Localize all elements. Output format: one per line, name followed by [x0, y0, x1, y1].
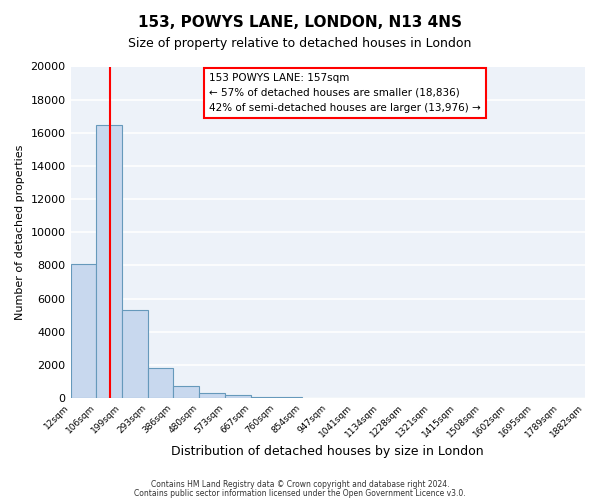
X-axis label: Distribution of detached houses by size in London: Distribution of detached houses by size … [172, 444, 484, 458]
Text: 153 POWYS LANE: 157sqm
← 57% of detached houses are smaller (18,836)
42% of semi: 153 POWYS LANE: 157sqm ← 57% of detached… [209, 73, 481, 112]
Bar [251, 396, 277, 398]
Bar [277, 397, 302, 398]
Bar [96, 124, 122, 398]
Bar [173, 386, 199, 398]
Bar [122, 310, 148, 398]
Bar [148, 368, 173, 398]
Text: Contains HM Land Registry data © Crown copyright and database right 2024.: Contains HM Land Registry data © Crown c… [151, 480, 449, 489]
Y-axis label: Number of detached properties: Number of detached properties [15, 144, 25, 320]
Bar [71, 264, 96, 398]
Bar [225, 396, 251, 398]
Bar [199, 394, 225, 398]
Text: 153, POWYS LANE, LONDON, N13 4NS: 153, POWYS LANE, LONDON, N13 4NS [138, 15, 462, 30]
Text: Size of property relative to detached houses in London: Size of property relative to detached ho… [128, 38, 472, 51]
Text: Contains public sector information licensed under the Open Government Licence v3: Contains public sector information licen… [134, 488, 466, 498]
